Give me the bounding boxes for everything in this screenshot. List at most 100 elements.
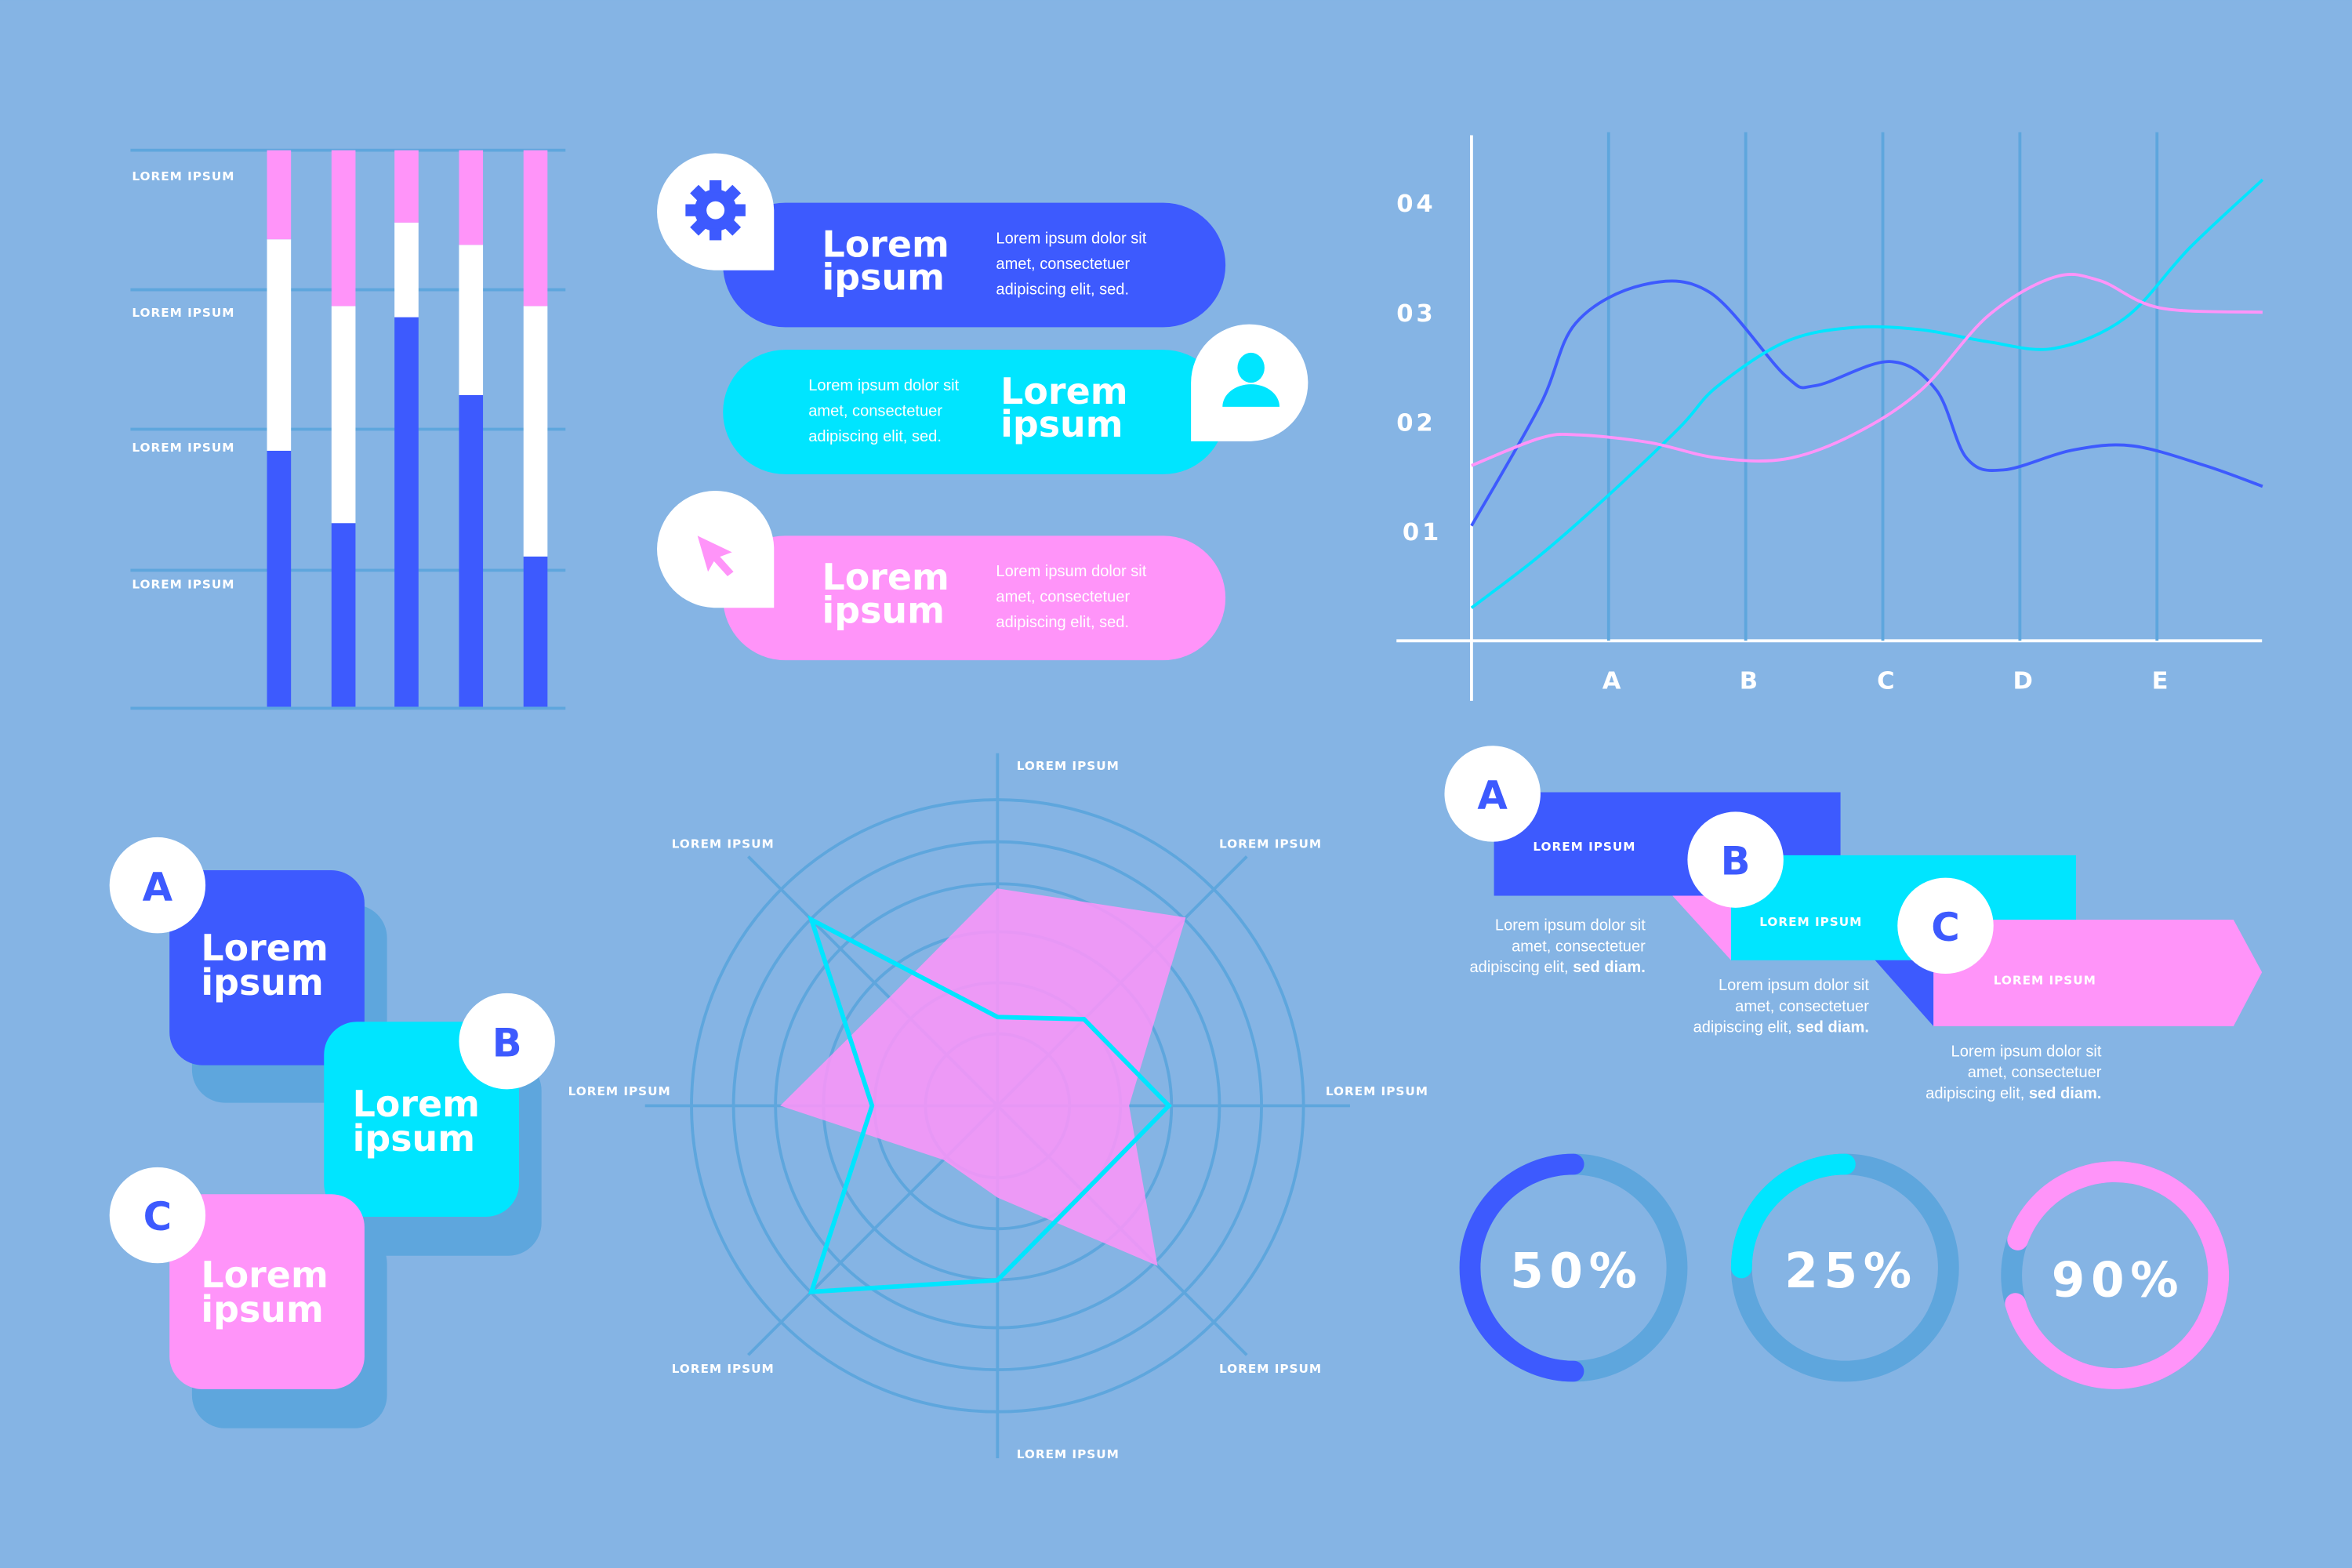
y-tick-label: 04 xyxy=(1396,191,1436,218)
progress-fill xyxy=(1459,1153,1688,1382)
pill-text: adipiscing elit, sed. xyxy=(996,281,1129,298)
pill-title: Lorem xyxy=(822,223,949,265)
bar-segment-pink xyxy=(267,150,292,240)
bar-segment-white xyxy=(459,245,484,395)
step-text: Lorem ipsum dolor sit xyxy=(1495,917,1646,935)
pill-title: ipsum xyxy=(822,589,944,631)
tile-title: Lorem xyxy=(353,1083,480,1125)
tile-title: ipsum xyxy=(353,1117,475,1160)
progress-fill xyxy=(1730,1153,1959,1382)
step-label: LOREM IPSUM xyxy=(1533,840,1635,854)
pill-text: Lorem ipsum dolor sit xyxy=(996,563,1146,580)
progress-label: 25% xyxy=(1784,1243,1918,1299)
step-letter: A xyxy=(1477,773,1508,818)
progress-ring xyxy=(2001,1161,2230,1390)
tile-a: A Lorem ipsum xyxy=(109,837,387,1103)
pill-title: ipsum xyxy=(1000,403,1123,445)
radar-axis-label: LOREM IPSUM xyxy=(1017,1447,1120,1461)
y-tick-label: 01 xyxy=(1403,519,1442,546)
x-tick-label: D xyxy=(2013,668,2036,695)
tile-c: C Lorem ipsum xyxy=(109,1167,387,1428)
tile-title: Lorem xyxy=(201,927,328,969)
line-series xyxy=(1470,178,2264,609)
radar-axis-label: LOREM IPSUM xyxy=(1326,1084,1428,1098)
pill-text: amet, consectetuer xyxy=(996,256,1130,273)
step-label: LOREM IPSUM xyxy=(1994,973,2096,987)
user-icon xyxy=(1222,352,1280,407)
pill-card-2: Lorem ipsum dolor sit amet, consectetuer… xyxy=(723,324,1308,474)
bar-segment-white xyxy=(523,306,548,557)
bar-row-label: LOREM IPSUM xyxy=(132,577,234,591)
bar-segment-pink xyxy=(394,150,419,223)
stacked-bar-chart: LOREM IPSUM LOREM IPSUM LOREM IPSUM LORE… xyxy=(130,148,566,710)
line-series xyxy=(1470,279,2263,527)
pill-text: adipiscing elit, sed. xyxy=(996,614,1129,631)
tile-letter: B xyxy=(492,1020,522,1065)
pill-title: ipsum xyxy=(822,256,944,299)
radar-chart: LOREM IPSUM LOREM IPSUM LOREM IPSUM LOREM I… xyxy=(568,753,1428,1461)
radar-axis-label: LOREM IPSUM xyxy=(672,837,775,851)
progress-ring xyxy=(1730,1153,1959,1382)
step-a: LOREM IPSUM A Lorem ipsum dolor sit amet… xyxy=(1444,746,1841,976)
tile-title: Lorem xyxy=(201,1254,328,1296)
pill-text: Lorem ipsum dolor sit xyxy=(808,377,959,394)
step-text: Lorem ipsum dolor sit xyxy=(1951,1043,2102,1060)
stacked-bar xyxy=(267,150,292,707)
pill-text: amet, consectetuer xyxy=(808,402,942,419)
bar-row-label: LOREM IPSUM xyxy=(132,441,234,455)
step-c: LOREM IPSUM C Lorem ipsum dolor sit amet… xyxy=(1897,877,2263,1102)
tile-title: ipsum xyxy=(201,1288,323,1330)
x-tick-label: A xyxy=(1602,668,1624,695)
step-letter: B xyxy=(1721,839,1751,884)
tile-letter: C xyxy=(143,1194,172,1240)
pill-text: adipiscing elit, sed. xyxy=(808,428,942,445)
pill-text: amet, consectetuer xyxy=(996,589,1130,606)
progress-label: 90% xyxy=(2052,1252,2185,1308)
bar-segment-blue xyxy=(394,317,419,707)
radar-axis-label: LOREM IPSUM xyxy=(672,1362,775,1376)
x-tick-label: B xyxy=(1740,668,1761,695)
pill-card-3: Lorem ipsum Lorem ipsum dolor sit amet, … xyxy=(657,490,1226,661)
step-letter: C xyxy=(1931,905,1959,950)
step-text: amet, consectetuer xyxy=(1968,1064,2102,1081)
step-label: LOREM IPSUM xyxy=(1759,915,1862,929)
y-tick-label: 02 xyxy=(1396,409,1436,437)
cursor-icon xyxy=(697,535,734,577)
step-text: Lorem ipsum dolor sit xyxy=(1719,977,1869,994)
pill-title: Lorem xyxy=(822,556,949,598)
bar-segment-blue xyxy=(459,394,484,707)
progress-label: 50% xyxy=(1510,1243,1642,1299)
gear-icon xyxy=(685,180,746,241)
x-tick-label: C xyxy=(1877,668,1897,695)
bar-segment-blue xyxy=(523,556,548,707)
line-series xyxy=(1471,273,2263,467)
bar-segment-blue xyxy=(267,450,292,707)
x-tick-label: E xyxy=(2152,668,2172,695)
radar-series-line xyxy=(808,915,1172,1294)
stacked-bar xyxy=(523,150,548,707)
bubble xyxy=(1191,324,1308,441)
bar-segment-white xyxy=(394,222,419,318)
fold xyxy=(1672,895,1740,960)
tile-letter: A xyxy=(143,864,173,909)
radar-series-area xyxy=(780,888,1186,1266)
stacked-bar xyxy=(459,150,484,707)
pill-text: Lorem ipsum dolor sit xyxy=(996,230,1146,247)
bar-segment-white xyxy=(267,239,292,451)
progress-rings: 50% 25% 90% xyxy=(1459,1153,2230,1390)
tile-b: B Lorem ipsum xyxy=(324,993,555,1256)
step-text: amet, consectetuer xyxy=(1735,998,1869,1015)
radar-axis-label: LOREM IPSUM xyxy=(1219,837,1322,851)
bar-segment-pink xyxy=(523,150,548,307)
tile-title: ipsum xyxy=(201,961,323,1004)
bar-segment-pink xyxy=(459,150,484,245)
line-chart: 04 03 02 01 A B C D E xyxy=(1396,132,2264,701)
step-text: adipiscing elit, sed diam. xyxy=(1470,959,1646,976)
pill-card-1: Lorem ipsum Lorem ipsum dolor sit amet, … xyxy=(657,153,1226,328)
bar-segment-white xyxy=(331,306,356,524)
stacked-bar xyxy=(331,150,356,707)
progress-fill xyxy=(2001,1161,2230,1390)
radar-axis-label: LOREM IPSUM xyxy=(568,1084,671,1098)
step-text: amet, consectetuer xyxy=(1512,938,1646,955)
